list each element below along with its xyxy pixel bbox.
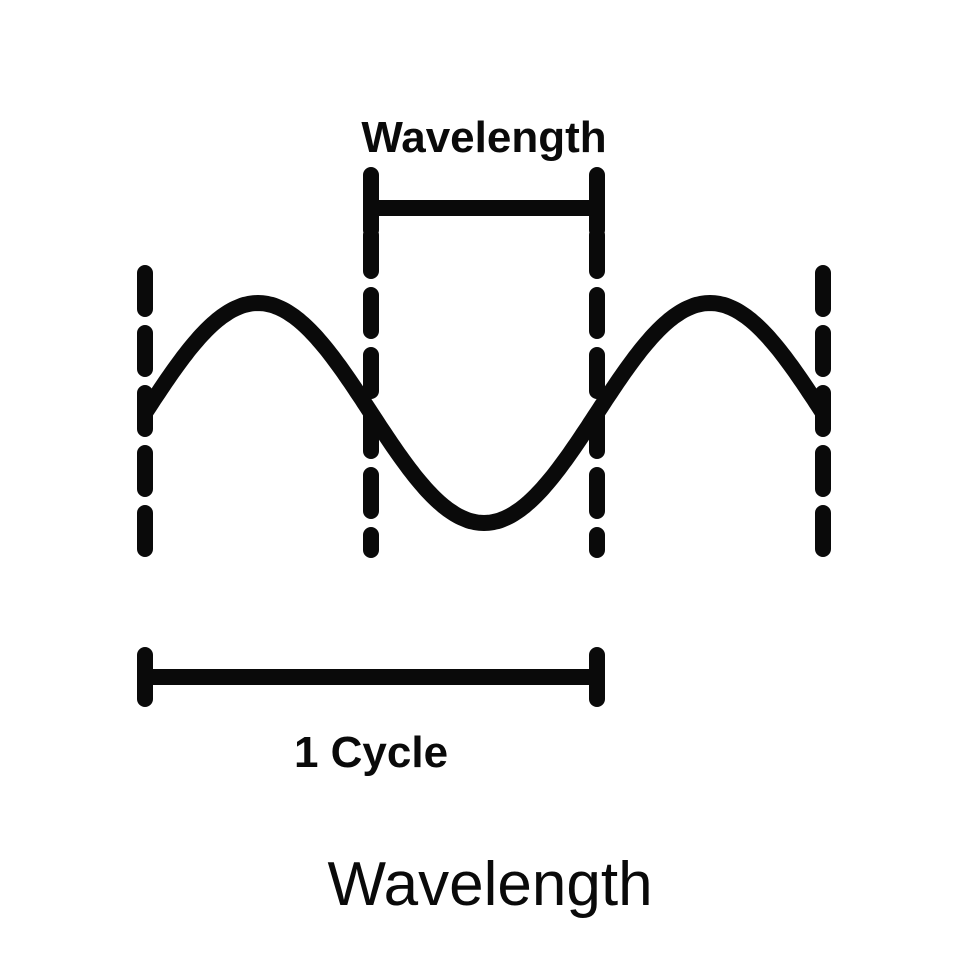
wavelength-bracket: [371, 186, 597, 230]
cycle-bracket: [145, 655, 597, 699]
sine-wave: [145, 303, 823, 523]
wavelength-label: Wavelength: [284, 113, 684, 163]
caption-label: Wavelength: [190, 849, 790, 920]
cycle-label: 1 Cycle: [221, 728, 521, 778]
dashed-markers: [145, 175, 823, 550]
